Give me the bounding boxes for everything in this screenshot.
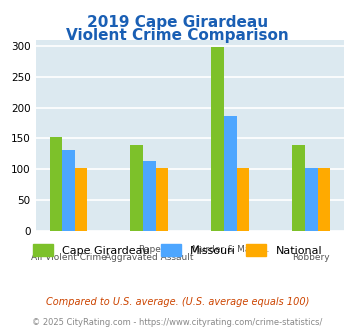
Text: 2019 Cape Girardeau: 2019 Cape Girardeau (87, 15, 268, 30)
Bar (237, 168, 249, 231)
Text: All Violent Crime: All Violent Crime (31, 253, 106, 262)
Legend: Cape Girardeau, Missouri, National: Cape Girardeau, Missouri, National (28, 240, 327, 260)
Text: Murder & Mans...: Murder & Mans... (192, 245, 269, 253)
Bar (156, 168, 168, 231)
Bar (305, 168, 318, 231)
Bar (143, 161, 156, 231)
Bar (293, 145, 305, 231)
Bar (75, 168, 87, 231)
Bar (131, 145, 143, 231)
Text: Rape: Rape (138, 245, 161, 253)
Text: Compared to U.S. average. (U.S. average equals 100): Compared to U.S. average. (U.S. average … (46, 297, 309, 307)
Bar (62, 149, 75, 231)
Text: Violent Crime Comparison: Violent Crime Comparison (66, 28, 289, 43)
Text: Aggravated Assault: Aggravated Assault (105, 253, 194, 262)
Bar (318, 168, 330, 231)
Text: Robbery: Robbery (293, 253, 330, 262)
Bar (224, 116, 237, 231)
Text: © 2025 CityRating.com - https://www.cityrating.com/crime-statistics/: © 2025 CityRating.com - https://www.city… (32, 318, 323, 327)
Bar (50, 137, 62, 231)
Bar (212, 47, 224, 231)
